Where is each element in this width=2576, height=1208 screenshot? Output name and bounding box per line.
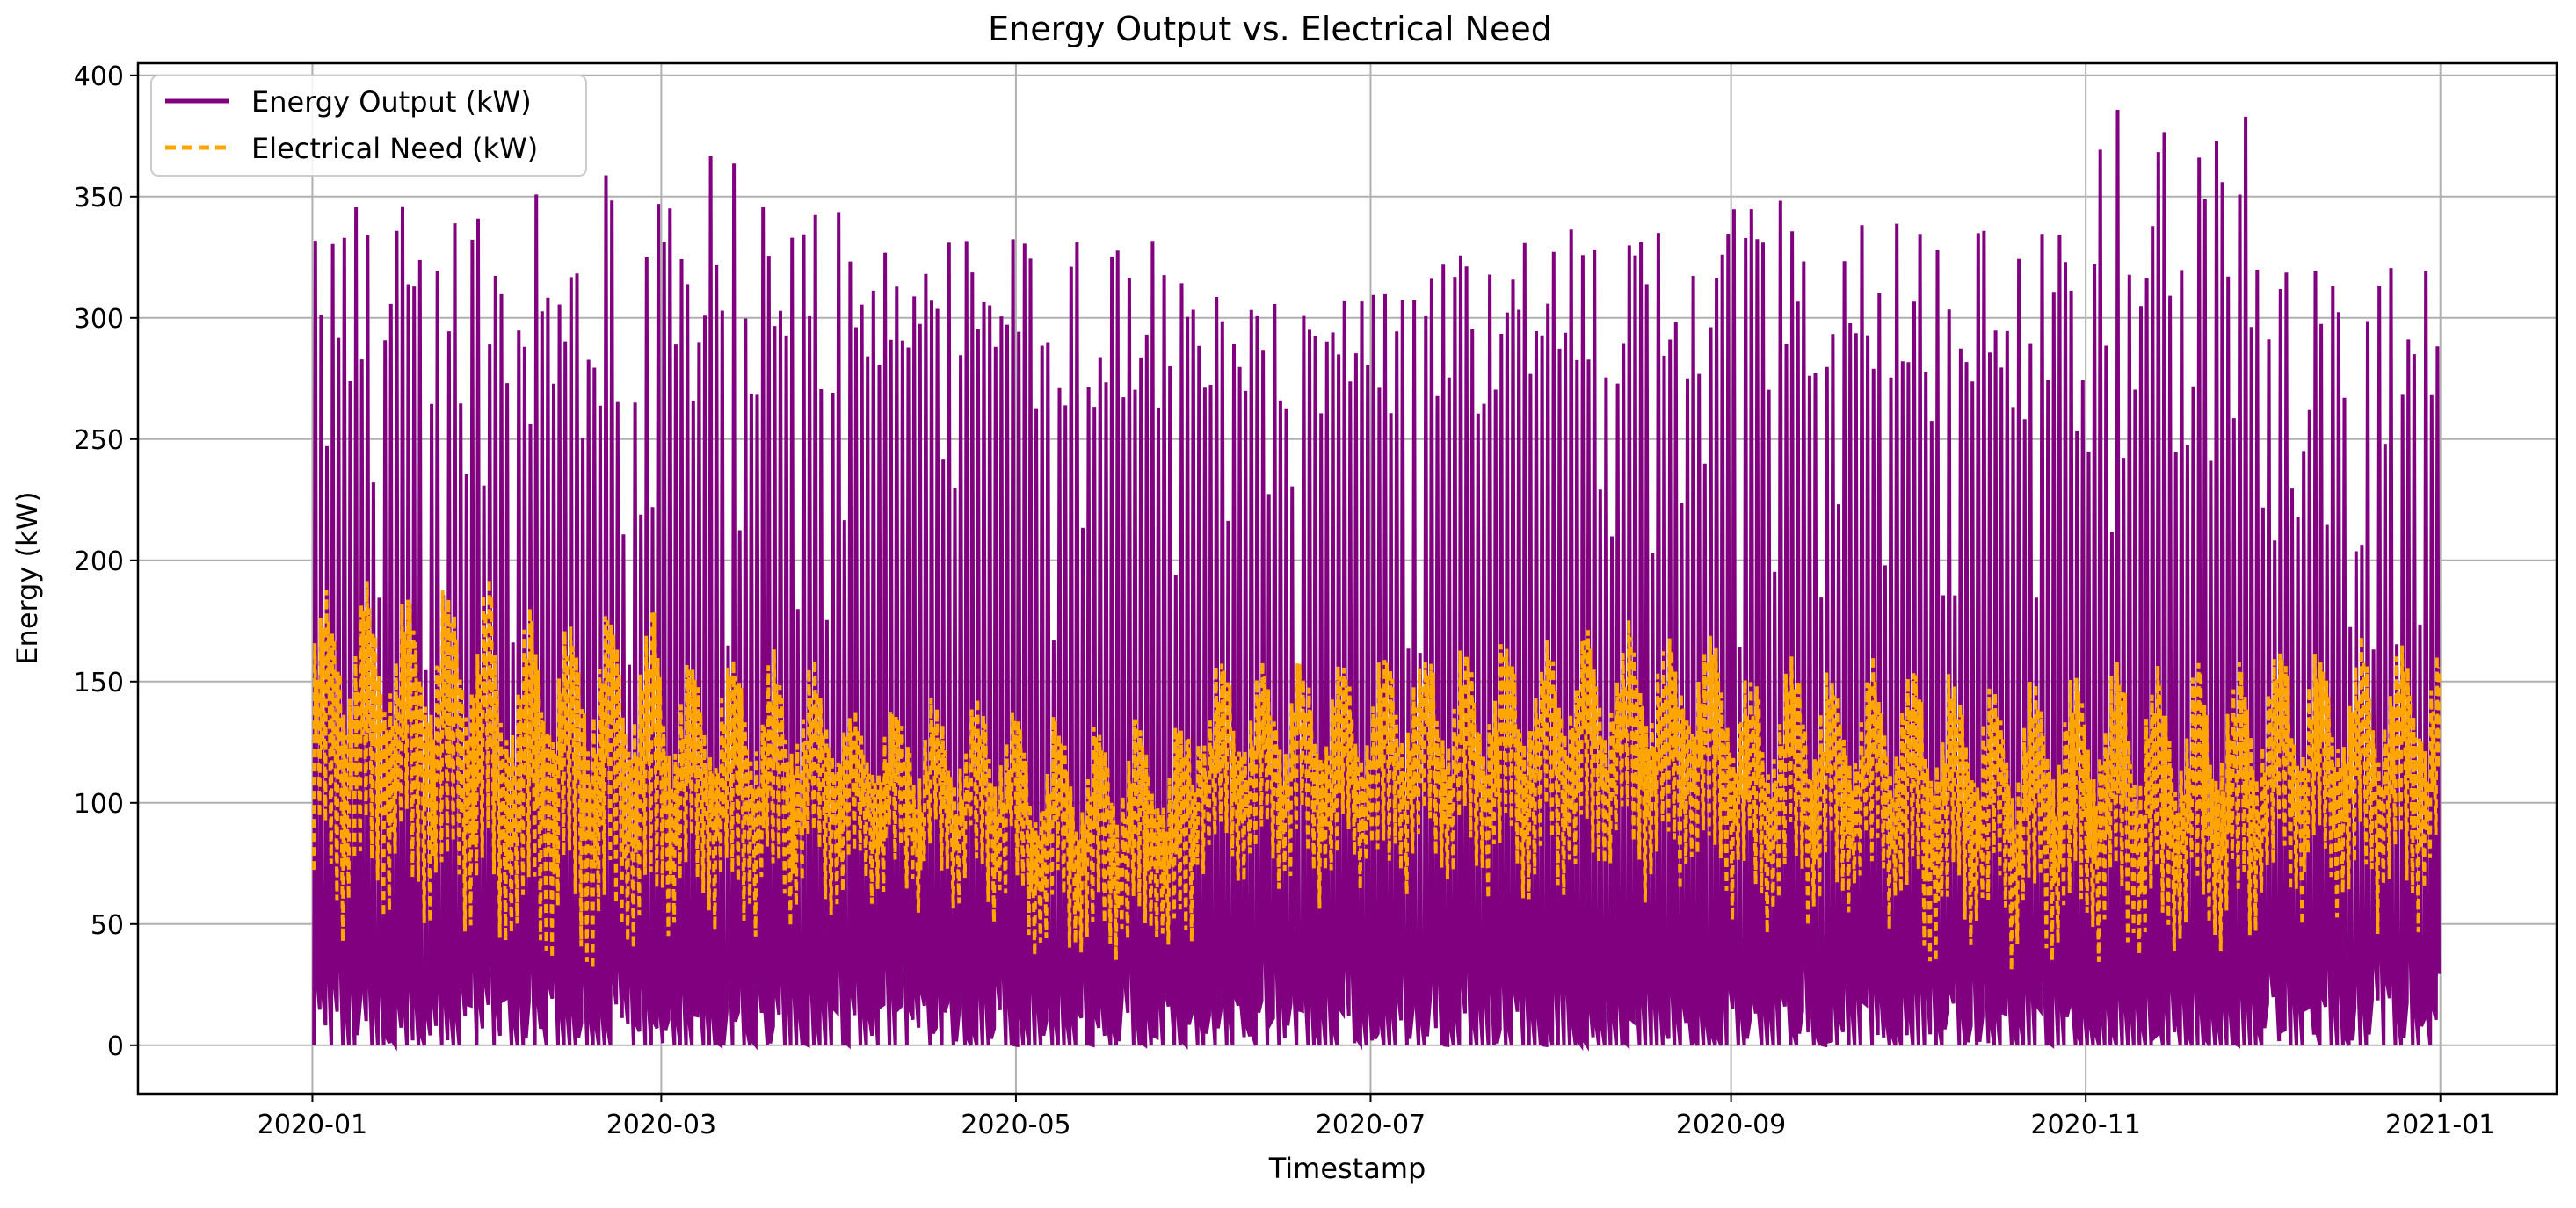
y-tick-label: 250 — [74, 425, 124, 456]
x-tick-label: 2020-09 — [1676, 1110, 1786, 1140]
y-tick-label: 350 — [74, 183, 124, 213]
legend-output-label: Energy Output (kW) — [251, 85, 532, 119]
y-tick-label: 400 — [74, 61, 124, 92]
x-axis-label: Timestamp — [1268, 1152, 1426, 1185]
x-tick-label: 2020-03 — [606, 1110, 716, 1140]
x-tick-label: 2020-07 — [1316, 1110, 1426, 1140]
y-tick-label: 50 — [91, 910, 124, 941]
y-tick-label: 150 — [74, 668, 124, 698]
x-tick-label: 2020-05 — [961, 1110, 1070, 1140]
x-tick-label: 2020-01 — [258, 1110, 367, 1140]
electrical-need-line — [312, 578, 2442, 972]
legend: Energy Output (kW) Electrical Need (kW) — [150, 75, 587, 177]
chart-title: Energy Output vs. Electrical Need — [988, 10, 1552, 48]
legend-need-label: Electrical Need (kW) — [251, 132, 538, 165]
y-tick-label: 200 — [74, 546, 124, 577]
x-axis-ticks: 2020-01 2020-03 2020-05 2020-07 2020-09 2020-… — [258, 1094, 2495, 1140]
y-tick-label: 0 — [107, 1031, 124, 1062]
series-area — [312, 109, 2442, 1052]
energy-output-line — [312, 109, 2441, 1052]
y-axis-ticks: 0 50 100 150 200 250 300 350 400 — [74, 61, 138, 1062]
y-tick-label: 300 — [74, 304, 124, 335]
plot-frame — [136, 61, 2558, 1096]
x-tick-label: 2020-11 — [2030, 1110, 2140, 1140]
y-axis-label: Energy (kW) — [11, 491, 44, 664]
legend-box — [150, 75, 587, 177]
x-tick-label: 2021-01 — [2385, 1110, 2495, 1140]
y-tick-label: 100 — [74, 789, 124, 820]
